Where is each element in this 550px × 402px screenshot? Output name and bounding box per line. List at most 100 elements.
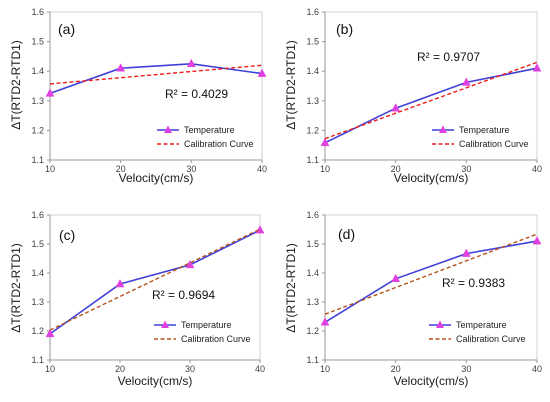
y-tick-label: 1.6: [306, 7, 319, 17]
y-axis-title: ΔT(RTD2-RTD1): [9, 243, 23, 333]
temperature-point: [257, 68, 267, 77]
y-tick-label: 1.6: [31, 210, 44, 220]
y-tick-label: 1.2: [31, 326, 44, 336]
panel-label: (c): [59, 227, 75, 243]
r-squared-label: R² = 0.9694: [152, 288, 215, 302]
y-tick-label: 1.4: [306, 268, 319, 278]
x-tick-label: 10: [320, 364, 330, 374]
temperature-point: [532, 236, 542, 245]
x-tick-label: 20: [115, 364, 125, 374]
calibration-curve-line: [324, 233, 538, 315]
y-tick-label: 1.2: [306, 326, 319, 336]
y-tick-label: 1.3: [31, 96, 44, 106]
x-tick-label: 20: [116, 164, 126, 174]
legend-calibration-label: Calibration Curve: [181, 334, 251, 344]
legend-temperature-label: Temperature: [184, 125, 235, 135]
x-tick-label: 40: [532, 164, 542, 174]
legend-temperature-label: Temperature: [456, 320, 507, 330]
calibration-curve-line: [49, 228, 261, 331]
y-tick-label: 1.4: [306, 66, 319, 76]
y-tick-label: 1.3: [31, 297, 44, 307]
legend-temperature-marker: [161, 320, 169, 328]
chart-panel-c: 1.1 1.2 1.3 1.4 1.5 1.6 10 20 30 40 (c) R² = 0.9694…: [31, 210, 265, 374]
y-tick-label: 1.5: [31, 37, 44, 47]
legend-temperature-label: Temperature: [459, 125, 510, 135]
temperature-line: [324, 240, 538, 323]
temperature-point: [186, 58, 196, 68]
x-tick-label: 30: [186, 164, 196, 174]
temperature-point: [320, 317, 330, 326]
legend-calibration-label: Calibration Curve: [184, 139, 254, 149]
y-tick-label: 1.2: [306, 125, 319, 135]
legend-calibration-label: Calibration Curve: [459, 139, 529, 149]
y-tick-label: 1.1: [31, 355, 44, 365]
r-squared-label: R² = 0.4029: [165, 87, 228, 101]
panel-label: (b): [336, 21, 353, 37]
y-axis-title: ΔT(RTD2-RTD1): [284, 243, 298, 333]
temperature-point: [461, 77, 471, 86]
x-tick-label: 30: [185, 364, 195, 374]
temperature-point: [45, 328, 55, 338]
y-tick-label: 1.1: [306, 355, 319, 365]
calibration-curve-line: [49, 64, 263, 85]
temperature-line: [324, 67, 538, 144]
legend: Temperature Calibration Curve: [154, 320, 251, 344]
temperature-point: [116, 63, 126, 72]
r-squared-label: R² = 0.9383: [442, 276, 505, 290]
x-tick-label: 10: [45, 364, 55, 374]
legend-temperature-label: Temperature: [181, 320, 232, 330]
plot-area: [49, 11, 263, 161]
panel-label: (d): [338, 226, 355, 242]
y-tick-label: 1.5: [306, 37, 319, 47]
legend-temperature-marker: [439, 125, 447, 133]
chart-panel-a: 1.1 1.2 1.3 1.4 1.5 1.6 10 20 30 40 (a) R² = 0.4029…: [31, 7, 267, 174]
y-tick-label: 1.3: [306, 96, 319, 106]
x-tick-label: 40: [532, 364, 542, 374]
temperature-point: [320, 137, 330, 147]
legend-calibration-label: Calibration Curve: [456, 334, 526, 344]
y-tick-label: 1.5: [306, 239, 319, 249]
temperature-point: [532, 63, 542, 72]
panel-label: (a): [58, 21, 75, 37]
legend-temperature-marker: [436, 320, 444, 328]
legend: Temperature Calibration Curve: [432, 125, 529, 149]
x-axis-title: Velocity(cm/s): [119, 171, 194, 185]
x-axis-title: Velocity(cm/s): [394, 171, 469, 185]
x-tick-label: 20: [391, 164, 401, 174]
x-tick-label: 30: [461, 164, 471, 174]
x-tick-label: 30: [461, 364, 471, 374]
legend-temperature-marker: [164, 125, 172, 133]
temperature-point: [45, 88, 55, 97]
x-tick-label: 10: [320, 164, 330, 174]
x-tick-label: 10: [45, 164, 55, 174]
legend: Temperature Calibration Curve: [429, 320, 526, 344]
y-tick-label: 1.4: [31, 268, 44, 278]
y-tick-label: 1.2: [31, 125, 44, 135]
temperature-point: [461, 248, 471, 257]
x-tick-label: 40: [257, 164, 267, 174]
x-axis-title: Velocity(cm/s): [118, 374, 193, 388]
temperature-point: [391, 103, 401, 112]
chart-panel-b: 1.1 1.2 1.3 1.4 1.5 1.6 10 20 30 40 (b) R² = 0.9707…: [306, 7, 542, 174]
plot-area: [324, 11, 538, 161]
y-tick-label: 1.4: [31, 66, 44, 76]
y-tick-label: 1.6: [31, 7, 44, 17]
y-tick-label: 1.1: [31, 155, 44, 165]
r-squared-label: R² = 0.9707: [417, 50, 480, 64]
temperature-line: [49, 62, 263, 95]
temperature-point: [391, 273, 401, 283]
calibration-curve-line: [324, 61, 538, 140]
x-tick-label: 40: [255, 364, 265, 374]
temperature-point: [255, 225, 265, 234]
temperature-point: [115, 278, 125, 288]
x-axis-title: Velocity(cm/s): [394, 374, 469, 388]
temperature-line: [49, 229, 261, 335]
y-axis-title: ΔT(RTD2-RTD1): [9, 40, 23, 130]
y-tick-label: 1.5: [31, 239, 44, 249]
legend: Temperature Calibration Curve: [157, 125, 254, 149]
y-tick-label: 1.6: [306, 210, 319, 220]
y-tick-label: 1.1: [306, 155, 319, 165]
chart-panel-d: 1.1 1.2 1.3 1.4 1.5 1.6 10 20 30 40 (d) R² = 0.9383…: [306, 210, 542, 374]
y-tick-label: 1.3: [306, 297, 319, 307]
